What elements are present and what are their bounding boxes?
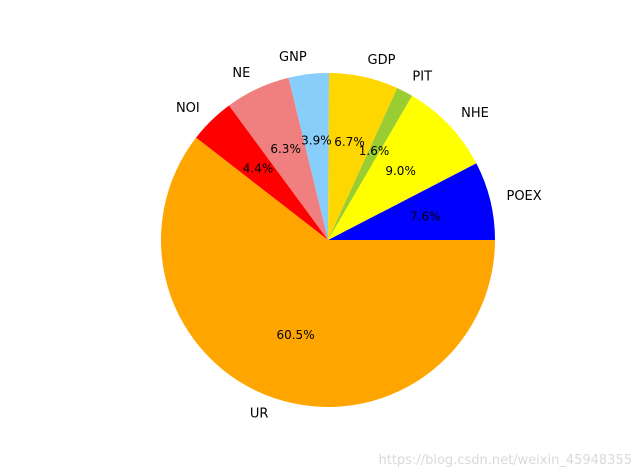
pie-slice-nhe bbox=[328, 95, 477, 240]
pie-slice-ne bbox=[228, 77, 328, 240]
percent-labels: 7.6% 9.0% 1.6%6.7%3.9%6.3% 4.4% 60.5% bbox=[243, 133, 441, 341]
slice-label-ne: NE bbox=[232, 66, 250, 81]
slice-label-gnp: GNP bbox=[279, 50, 307, 65]
percent-label-nhe: 9.0% bbox=[385, 164, 416, 178]
watermark: https://blog.csdn.net/weixin_45948355 bbox=[378, 453, 632, 468]
pie-slice-gnp bbox=[288, 73, 330, 240]
percent-label-gdp: 6.7% bbox=[334, 135, 365, 149]
slice-label-gdp: GDP bbox=[368, 53, 396, 68]
pie-slice-gdp bbox=[328, 73, 398, 240]
percent-label-ur: 60.5% bbox=[276, 328, 314, 342]
slice-labels: POEX NHE PIT GDP GNP NE NOI UR bbox=[176, 50, 542, 421]
slice-label-nhe: NHE bbox=[461, 106, 489, 121]
pie-slice-pit bbox=[328, 88, 413, 241]
slice-label-noi: NOI bbox=[176, 101, 200, 116]
slice-label-pit: PIT bbox=[412, 69, 432, 84]
percent-label-poex: 7.6% bbox=[410, 209, 441, 223]
pie-slice-poex bbox=[328, 163, 496, 240]
slice-label-ur: UR bbox=[250, 406, 269, 421]
pie-slices bbox=[161, 73, 496, 407]
percent-label-gnp: 3.9% bbox=[301, 133, 332, 147]
pie-slice-ur bbox=[161, 137, 496, 407]
percent-label-noi: 4.4% bbox=[243, 161, 274, 175]
percent-label-ne: 6.3% bbox=[270, 142, 301, 156]
percent-label-pit: 1.6% bbox=[359, 144, 390, 158]
slice-label-poex: POEX bbox=[506, 189, 541, 204]
pie-slice-noi bbox=[196, 105, 328, 240]
